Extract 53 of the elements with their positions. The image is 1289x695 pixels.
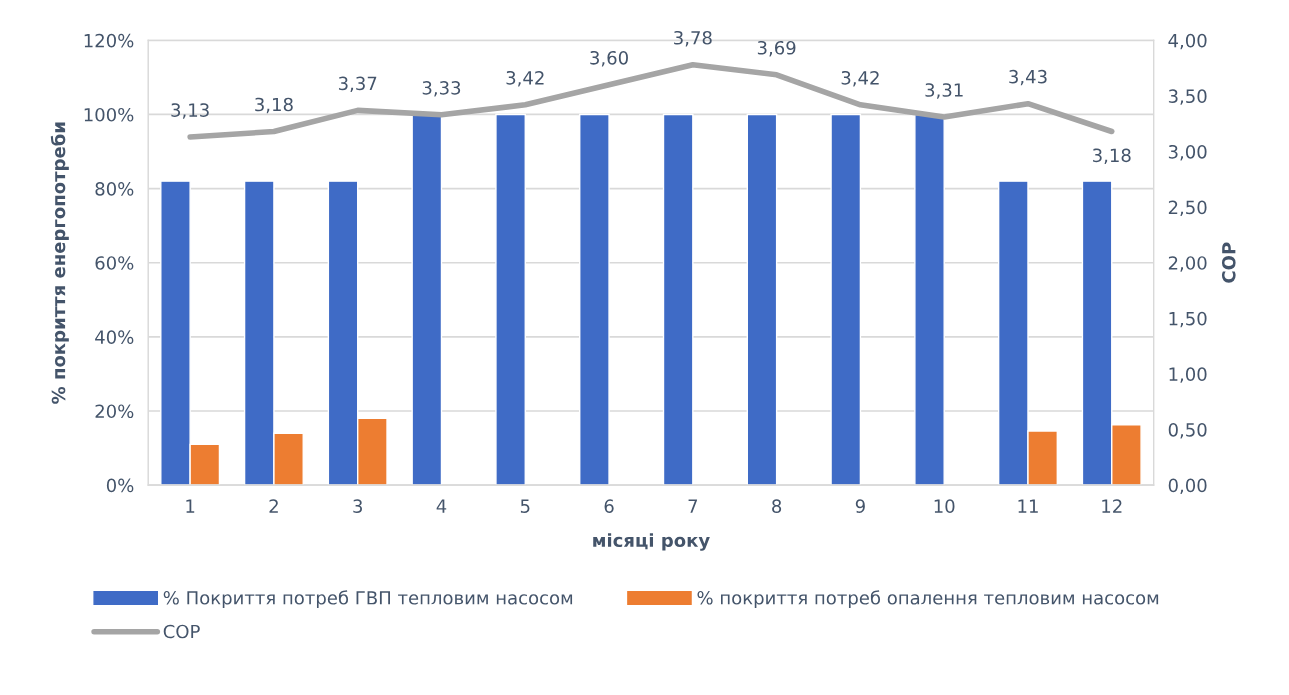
y2-axis-title: COP (1221, 242, 1236, 283)
y2-tick-label: 0,50 (1168, 422, 1207, 439)
x-tick-label: 4 (436, 499, 447, 513)
x-axis-title: місяці року (593, 533, 710, 551)
data-label: 3,42 (841, 70, 879, 87)
data-label: 3,18 (1093, 148, 1131, 164)
y-axis-title: % покриття енергопотреби (50, 122, 69, 404)
y-tick-label: 0% (106, 478, 134, 493)
x-tick-label: 12 (1102, 499, 1122, 513)
x-tick-label: 11 (1018, 499, 1038, 513)
x-tick-label: 10 (934, 499, 955, 513)
bar (662, 113, 694, 486)
y2-tick-label: 2,00 (1168, 256, 1207, 272)
x-tick-label: 9 (855, 499, 865, 513)
data-label: 3,31 (925, 83, 963, 99)
data-label: 3,78 (674, 30, 712, 47)
data-label: 3,33 (422, 80, 461, 97)
data-label: 3,69 (757, 40, 796, 57)
y-tick-label: 60% (95, 256, 134, 270)
data-label: 3,60 (590, 50, 628, 67)
data-label: 3,18 (255, 97, 293, 114)
y-tick-label: 100% (84, 107, 134, 122)
y2-tick-label: 1,00 (1169, 367, 1207, 383)
y2-tick-label: 4,00 (1168, 33, 1207, 50)
bar (830, 113, 862, 486)
legend-label: % Покриття потреб ГВП тепловим насосом (163, 590, 573, 609)
bar (914, 113, 945, 486)
y2-tick-label: 1,50 (1169, 311, 1207, 328)
y2-tick-label: 3,50 (1168, 89, 1207, 105)
data-label: 3,13 (171, 103, 209, 119)
y2-tick-label: 0,00 (1168, 478, 1207, 495)
y-tick-label: 40% (95, 330, 134, 344)
y-tick-label: 80% (95, 182, 134, 196)
bar (495, 113, 526, 486)
x-tick-label: 7 (688, 499, 698, 513)
x-tick-label: 8 (772, 499, 782, 513)
x-tick-label: 6 (604, 499, 614, 513)
legend-label: COP (163, 624, 200, 639)
legend-label: % покриття потреб опалення тепловим насосом (697, 590, 1159, 609)
y-tick-label: 120% (84, 33, 134, 48)
bar (746, 113, 778, 486)
data-label: 3,43 (1009, 69, 1047, 86)
y2-tick-label: 2,50 (1168, 200, 1207, 217)
x-tick-label: 5 (520, 499, 530, 513)
x-tick-label: 3 (353, 499, 362, 513)
x-tick-label: 1 (186, 499, 195, 513)
y2-tick-label: 3,00 (1168, 144, 1207, 161)
bar (579, 113, 610, 486)
data-label: 3,42 (506, 70, 544, 87)
data-label: 3,37 (338, 76, 377, 93)
x-tick-label: 2 (269, 499, 278, 513)
y-tick-label: 20% (95, 404, 134, 419)
bar (411, 113, 443, 486)
